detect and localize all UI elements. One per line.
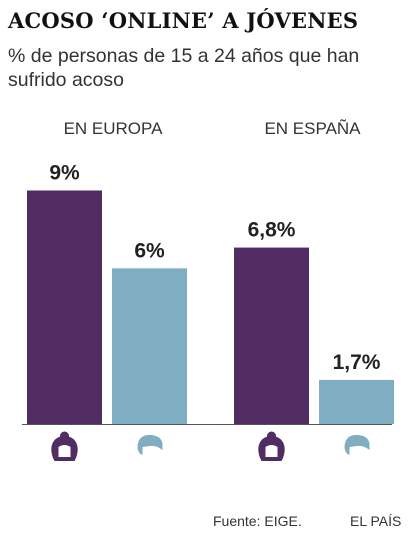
data-label-men-espana: 1,7% — [333, 351, 381, 374]
bar-women-europa — [27, 190, 102, 424]
woman-head-icon — [258, 431, 285, 461]
bar-men-europa — [112, 268, 187, 424]
category-label-espana: EN ESPAÑA — [264, 119, 361, 138]
bar-men-espana — [319, 379, 394, 424]
data-label-women-europa: 9% — [49, 161, 80, 184]
source-note: Fuente: EIGE. — [213, 513, 302, 529]
chart-subtitle: % de personas de 15 a 24 años que han su… — [8, 45, 360, 91]
woman-head-icon — [51, 431, 78, 461]
chart-title: ACOSO ‘ONLINE’ A JÓVENES — [8, 8, 359, 33]
category-label-europa: EN EUROPA — [63, 119, 163, 138]
bar-women-espana — [234, 247, 309, 424]
man-head-icon — [137, 434, 163, 455]
man-head-icon — [344, 434, 370, 455]
data-label-women-espana: 6,8% — [248, 219, 296, 242]
publisher-credit: EL PAÍS — [350, 513, 402, 529]
data-label-men-europa: 6% — [134, 239, 165, 262]
